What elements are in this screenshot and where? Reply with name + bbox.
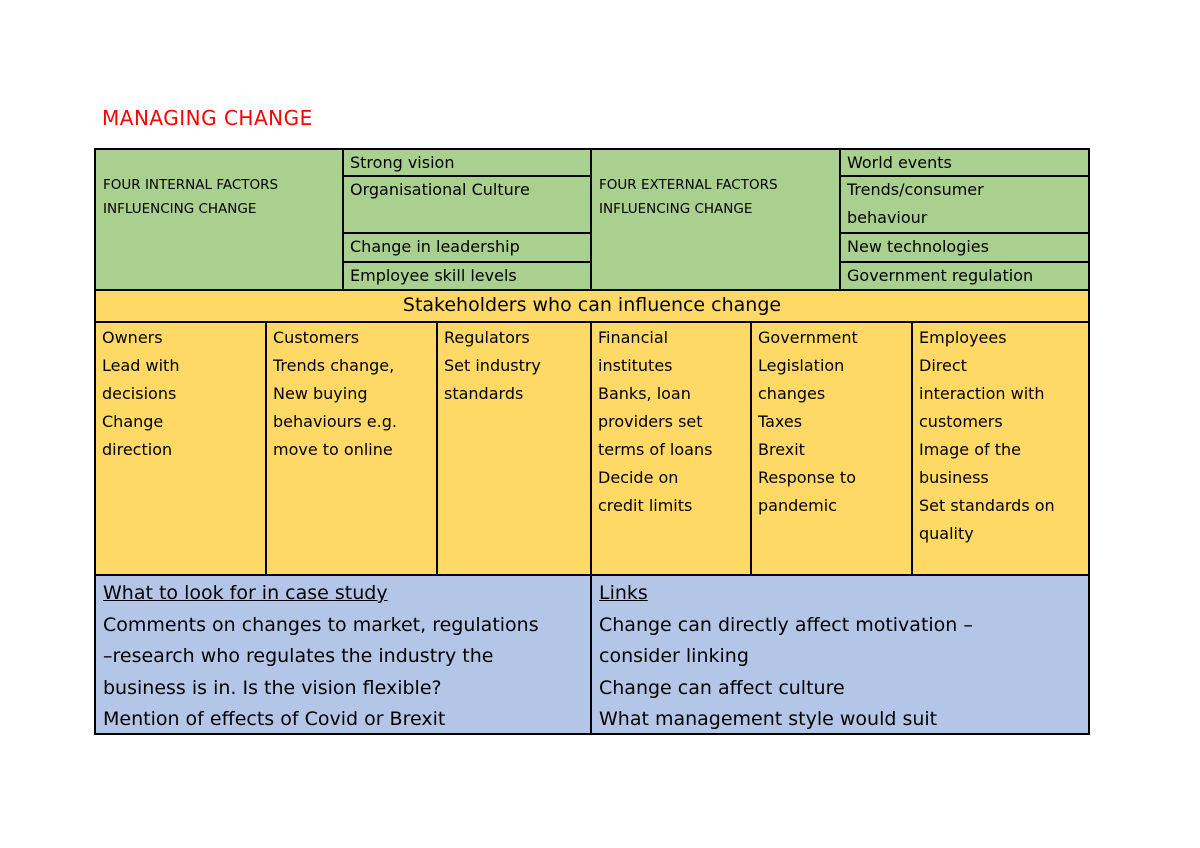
col-divider	[342, 148, 344, 290]
links-heading: Links	[599, 582, 648, 604]
heading-line: INFLUENCING CHANGE	[103, 201, 257, 217]
links-line: consider linking	[599, 645, 749, 667]
links-line: Change can directly affect motivation –	[599, 613, 973, 636]
heading-line: INFLUENCING CHANGE	[599, 201, 753, 217]
col-divider	[750, 321, 752, 575]
stakeholder-government: Government Legislation changes Taxes Bre…	[751, 322, 912, 575]
internal-factor: Strong vision	[343, 149, 591, 176]
links-line: Change can affect culture	[599, 676, 845, 699]
row-divider	[840, 232, 1089, 234]
row-divider	[94, 574, 1090, 576]
external-factors-heading: FOUR EXTERNAL FACTORS INFLUENCING CHANGE	[591, 149, 840, 290]
row-divider	[343, 175, 591, 177]
case-study-line: Mention of effects of Covid or Brexit	[103, 708, 446, 730]
external-factor: World events	[840, 149, 1089, 176]
table-border	[94, 733, 1090, 735]
case-study-line: business is in. Is the vision flexible?	[103, 676, 442, 699]
heading-line: FOUR EXTERNAL FACTORS	[599, 177, 778, 193]
stakeholder-regulators: Regulators Set industry standards	[437, 322, 591, 575]
col-divider	[265, 321, 267, 575]
col-divider	[436, 321, 438, 575]
links-line: What management style would suit	[599, 708, 938, 730]
stakeholders-title: Stakeholders who can influence change	[95, 290, 1089, 322]
row-divider	[94, 321, 1090, 323]
row-divider	[94, 289, 1090, 291]
internal-factor: Organisational Culture	[343, 176, 591, 233]
row-divider	[343, 261, 591, 263]
external-factor: Trends/consumer behaviour	[840, 176, 1089, 233]
table-border	[94, 148, 1090, 150]
links-box: Links Change can directly affect motivat…	[591, 575, 1089, 734]
col-divider	[590, 148, 592, 290]
internal-factor: Change in leadership	[343, 233, 591, 262]
col-divider	[839, 148, 841, 290]
stakeholder-employees: Employees Direct interaction with custom…	[912, 322, 1089, 575]
heading-line: FOUR INTERNAL FACTORS	[103, 177, 279, 193]
external-factor: New technologies	[840, 233, 1089, 262]
row-divider	[840, 261, 1089, 263]
internal-factors-heading: FOUR INTERNAL FACTORS INFLUENCING CHANGE	[95, 149, 343, 290]
row-divider	[343, 232, 591, 234]
internal-factor: Employee skill levels	[343, 262, 591, 290]
case-study-line: Comments on changes to market, regulatio…	[103, 613, 539, 636]
page-title: MANAGING CHANGE	[102, 106, 313, 130]
table-border	[94, 148, 96, 735]
case-study-heading: What to look for in case study	[103, 582, 388, 604]
col-divider	[911, 321, 913, 575]
col-divider	[590, 321, 592, 734]
stakeholder-customers: Customers Trends change, New buying beha…	[266, 322, 437, 575]
stakeholder-financial-institutes: Financial institutes Banks, loan provide…	[591, 322, 751, 575]
stakeholder-owners: Owners Lead with decisions Change direct…	[95, 322, 266, 575]
external-factor: Government regulation	[840, 262, 1089, 290]
table-border	[1088, 148, 1090, 735]
case-study-box: What to look for in case study Comments …	[95, 575, 591, 734]
row-divider	[840, 175, 1089, 177]
case-study-line: –research who regulates the industry the	[103, 645, 494, 667]
